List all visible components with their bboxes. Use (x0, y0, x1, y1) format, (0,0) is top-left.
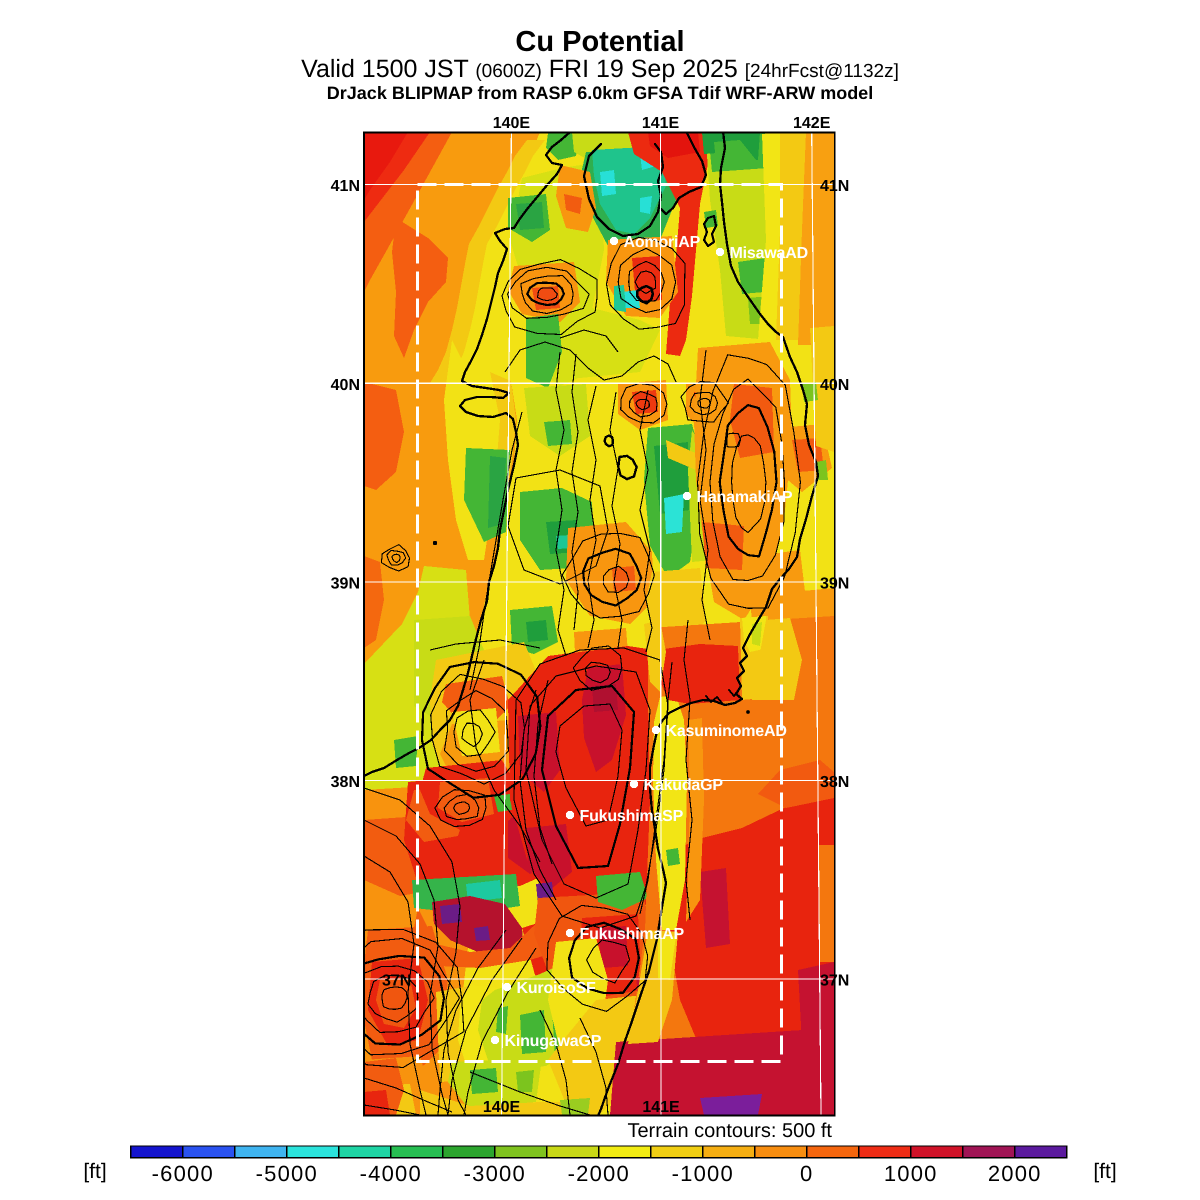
svg-text:AomoriAP: AomoriAP (624, 234, 701, 251)
svg-text:41N: 41N (820, 178, 849, 195)
svg-text:-1000: -1000 (672, 1161, 734, 1186)
svg-text:142E: 142E (793, 115, 831, 132)
svg-text:Valid 1500 JST (0600Z) FRI 19: Valid 1500 JST (0600Z) FRI 19 Sep 2025 [… (301, 55, 899, 83)
svg-text:KuroisoSF: KuroisoSF (517, 980, 597, 997)
svg-text:FukushimaAP: FukushimaAP (580, 926, 685, 943)
svg-text:-3000: -3000 (464, 1161, 526, 1186)
svg-text:KakudaGP: KakudaGP (644, 777, 724, 794)
svg-text:MisawaAD: MisawaAD (730, 245, 808, 262)
svg-text:141E: 141E (642, 115, 680, 132)
svg-text:141E: 141E (642, 1099, 680, 1116)
svg-text:39N: 39N (820, 576, 849, 593)
svg-text:KasuminomeAD: KasuminomeAD (666, 723, 787, 740)
svg-text:1000: 1000 (884, 1161, 938, 1186)
svg-text:38N: 38N (820, 774, 849, 791)
svg-text:39N: 39N (331, 576, 360, 593)
svg-text:Cu Potential: Cu Potential (515, 26, 684, 58)
svg-text:140E: 140E (483, 1099, 521, 1116)
svg-text:Terrain contours: 500 ft: Terrain contours: 500 ft (627, 1120, 832, 1142)
svg-text:-2000: -2000 (568, 1161, 630, 1186)
svg-text:37N: 37N (382, 973, 411, 990)
svg-text:[ft]: [ft] (83, 1160, 106, 1183)
svg-text:40N: 40N (820, 377, 849, 394)
svg-text:2000: 2000 (988, 1161, 1042, 1186)
svg-text:FukushimaSP: FukushimaSP (580, 808, 684, 825)
svg-text:-6000: -6000 (152, 1161, 214, 1186)
svg-text:-4000: -4000 (360, 1161, 422, 1186)
svg-text:[ft]: [ft] (1093, 1160, 1116, 1183)
svg-text:140E: 140E (493, 115, 531, 132)
svg-text:KinugawaGP: KinugawaGP (505, 1033, 602, 1050)
svg-text:0: 0 (800, 1161, 813, 1186)
svg-text:-5000: -5000 (256, 1161, 318, 1186)
svg-text:DrJack BLIPMAP from RASP 6.0km: DrJack BLIPMAP from RASP 6.0km GFSA Tdif… (327, 83, 873, 103)
svg-text:37N: 37N (820, 973, 849, 990)
svg-text:40N: 40N (331, 377, 360, 394)
svg-text:38N: 38N (331, 774, 360, 791)
svg-text:HanamakiAP: HanamakiAP (697, 489, 793, 506)
svg-text:41N: 41N (331, 178, 360, 195)
